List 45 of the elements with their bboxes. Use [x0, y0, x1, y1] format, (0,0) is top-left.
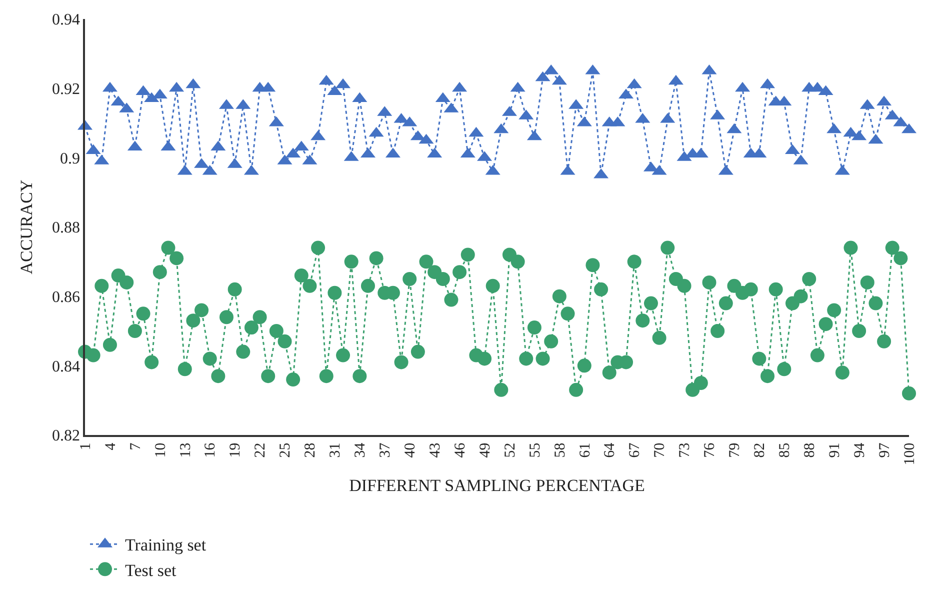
- x-tick-label: 52: [502, 442, 518, 458]
- x-tick-label: 34: [352, 442, 369, 458]
- x-tick-label: 85: [777, 442, 794, 458]
- x-tick-label: 55: [527, 442, 544, 458]
- x-tick-label: 25: [278, 442, 294, 458]
- x-tick-label: 64: [602, 442, 618, 458]
- x-tick-label: 13: [178, 442, 194, 458]
- x-tick-label: 22: [252, 442, 269, 458]
- x-tick-label: 46: [452, 442, 468, 458]
- x-tick-label: 10: [152, 442, 169, 458]
- x-axis-title: DIFFERENT SAMPLING PERCENTAGE: [349, 476, 645, 496]
- x-tick-label: 49: [477, 442, 494, 458]
- x-tick-label: 19: [228, 442, 244, 458]
- x-tick-label: 97: [876, 442, 893, 458]
- x-tick-label: 28: [302, 442, 319, 458]
- x-tick-label: 37: [378, 442, 394, 458]
- x-tick-label: 70: [652, 442, 668, 458]
- x-tick-label: 82: [752, 442, 768, 458]
- x-tick-label: 40: [402, 442, 418, 458]
- x-tick-label: 16: [202, 442, 219, 458]
- x-tick-label: 73: [677, 442, 694, 458]
- y-tick-label: 0.92: [52, 80, 80, 98]
- y-axis-title: ACCURACY: [17, 180, 36, 274]
- y-tick-label: 0.82: [52, 428, 80, 445]
- x-tick-label: 91: [826, 442, 843, 458]
- x-tick-label: 67: [627, 442, 644, 458]
- legend-label: Training set: [125, 536, 206, 555]
- legend-label: Test set: [125, 560, 176, 580]
- x-tick-label: 94: [852, 442, 868, 458]
- x-tick-label: 7: [128, 442, 144, 450]
- y-tick-label: 0.94: [52, 12, 80, 29]
- x-tick-label: 43: [427, 442, 444, 458]
- x-tick-label: 31: [328, 442, 344, 458]
- x-tick-label: 4: [102, 442, 119, 450]
- y-tick-label: 0.84: [52, 358, 80, 376]
- x-tick-label: 76: [702, 442, 718, 458]
- y-tick-label: 0.88: [52, 220, 80, 237]
- x-tick-label: 100: [902, 442, 918, 466]
- x-tick-label: 58: [552, 442, 568, 458]
- x-tick-label: 88: [802, 442, 818, 458]
- y-tick-label: 0.9: [60, 150, 80, 168]
- x-tick-label: 61: [577, 442, 594, 458]
- x-tick-label: 79: [727, 442, 744, 458]
- x-tick-label: 1: [78, 442, 94, 450]
- y-tick-label: 0.86: [52, 288, 80, 306]
